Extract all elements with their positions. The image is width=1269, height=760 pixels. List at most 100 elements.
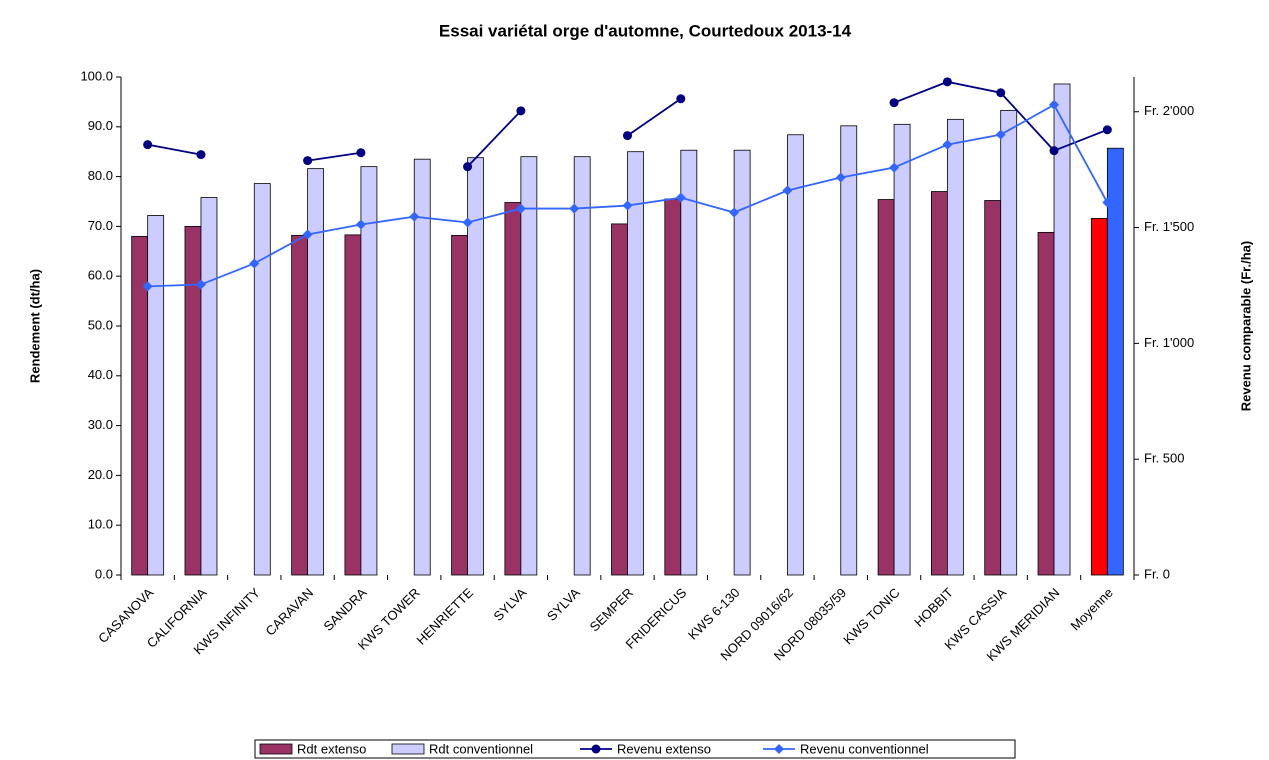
bar: [680, 149, 698, 576]
x-tick-label: KWS 6-130: [685, 585, 743, 643]
y-tick-label: 20.0: [88, 467, 113, 482]
legend-marker: [591, 744, 601, 754]
y-tick-label: 100.0: [80, 68, 113, 83]
line-marker: [409, 211, 420, 222]
line-marker: [463, 162, 473, 172]
legend-label: Revenu extenso: [617, 741, 711, 756]
line-marker: [462, 217, 473, 228]
line-marker: [356, 148, 366, 158]
bar: [451, 234, 468, 576]
y2-tick-label: Fr. 0: [1144, 566, 1170, 581]
bar: [344, 234, 362, 576]
x-tick-label: SYLVA: [544, 585, 583, 624]
y-tick-label: 90.0: [88, 118, 113, 133]
line: [147, 80, 1108, 168]
y-tick-label: 30.0: [88, 417, 113, 432]
x-tick-label: SYLVA: [491, 585, 530, 624]
line-marker: [143, 140, 153, 150]
y-tick-label: 10.0: [88, 517, 113, 532]
bar: [930, 191, 948, 576]
line-marker: [942, 139, 953, 150]
y-tick-label: 70.0: [88, 218, 113, 233]
line-marker: [623, 131, 632, 141]
y-axis-title: Rendement (dt/ha): [27, 269, 42, 383]
line-marker: [302, 229, 313, 240]
line-marker: [249, 258, 260, 269]
bar: [147, 215, 165, 576]
line-marker: [1102, 197, 1113, 208]
y2-tick-label: Fr. 500: [1144, 451, 1184, 466]
bar: [787, 134, 804, 576]
line-marker: [355, 219, 366, 230]
x-tick-label: HENRIETTE: [413, 585, 476, 648]
bar: [893, 123, 911, 576]
x-tick-label: Moyenne: [1067, 585, 1115, 633]
line-marker: [889, 162, 900, 173]
bar: [611, 223, 628, 576]
line-marker: [835, 172, 846, 183]
y2-tick-label: Fr. 1'500: [1144, 219, 1194, 234]
line-marker: [729, 207, 740, 218]
bar: [733, 149, 751, 576]
x-tick-label: HOBBIT: [911, 585, 956, 630]
y2-axis-title: Revenu comparable (Fr./ha): [1238, 241, 1253, 412]
bar: [184, 225, 202, 576]
line-marker: [516, 106, 526, 116]
bar: [984, 200, 1002, 576]
bar: [291, 234, 309, 576]
bar: [200, 197, 218, 576]
bar: [1053, 83, 1071, 576]
x-tick-label: SANDRA: [321, 585, 370, 634]
bar: [1090, 218, 1108, 576]
line-marker: [622, 200, 633, 211]
bar: [840, 125, 858, 576]
legend-box: [254, 739, 1016, 759]
bar: [877, 199, 895, 576]
line-marker: [942, 77, 952, 87]
bar: [1000, 109, 1018, 576]
line-marker: [995, 129, 1006, 140]
chart-title: Essai variétal orge d'automne, Courtedou…: [439, 21, 852, 40]
legend-marker: [774, 744, 784, 754]
line-marker: [675, 192, 686, 203]
legend-swatch: [391, 743, 425, 755]
line-marker: [889, 98, 899, 108]
line-marker: [676, 94, 686, 104]
bar: [307, 168, 325, 576]
bar: [573, 156, 591, 576]
bar: [253, 183, 271, 576]
bar: [1106, 147, 1124, 576]
legend-label: Rdt conventionnel: [429, 741, 533, 756]
y-tick-label: 80.0: [88, 168, 113, 183]
y-tick-label: 40.0: [88, 367, 113, 382]
line-marker: [196, 150, 206, 160]
y-tick-label: 0.0: [95, 566, 113, 581]
line-marker: [195, 279, 206, 290]
x-tick-label: KWS TONIC: [840, 585, 902, 647]
legend-label: Revenu conventionnel: [800, 741, 929, 756]
x-tick-label: SEMPER: [587, 585, 636, 634]
bar: [627, 151, 644, 576]
line-marker: [569, 203, 580, 214]
line-marker: [782, 185, 793, 196]
bar: [520, 156, 538, 576]
line-marker: [996, 88, 1006, 98]
line-marker: [1102, 125, 1112, 135]
y-tick-label: 60.0: [88, 268, 113, 283]
bar: [413, 158, 431, 576]
line-marker: [142, 281, 153, 292]
bar: [946, 118, 964, 576]
legend-swatch: [259, 743, 293, 755]
line-marker: [1049, 99, 1060, 110]
y-tick-label: 50.0: [88, 317, 113, 332]
line-marker: [515, 203, 526, 214]
bar: [504, 202, 522, 576]
x-tick-label: CARAVAN: [262, 585, 316, 639]
y2-tick-label: Fr. 1'000: [1144, 335, 1194, 350]
bar: [1037, 231, 1055, 576]
line-marker: [1049, 146, 1059, 156]
bar: [664, 198, 682, 576]
y2-tick-label: Fr. 2'000: [1144, 103, 1194, 118]
legend-label: Rdt extenso: [297, 741, 366, 756]
